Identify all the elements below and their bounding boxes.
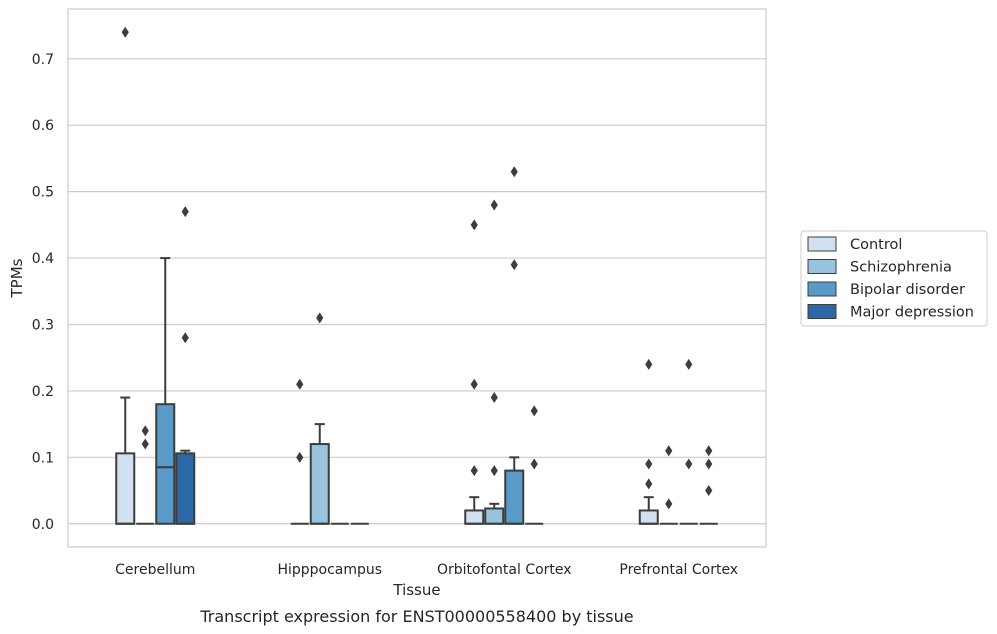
outlier-point [470,219,478,231]
outlier-point [181,206,189,218]
outlier-point [645,458,653,470]
y-tick-label: 0.3 [32,317,54,333]
y-tick-label: 0.7 [32,52,54,68]
x-tick-label: Orbitofontal Cortex [437,562,572,578]
box-body [115,452,136,525]
legend-label: Bipolar disorder [850,282,965,298]
legend-swatch [807,236,837,252]
outlier-point [141,425,149,437]
outlier-point [705,458,713,470]
y-axis-label: TPMs [8,258,26,298]
outlier-point [530,458,538,470]
outlier-point [685,358,693,370]
outlier-point [470,378,478,390]
y-tick-label: 0.2 [32,384,54,400]
box-1-1 [309,312,330,525]
box-0-0 [115,26,136,525]
box-2-3 [525,405,544,525]
outlier-point [490,392,498,404]
outlier-point [510,166,518,178]
box-0-1 [136,425,155,525]
box-body [484,507,505,525]
x-tick-label: Cerebellum [115,562,195,578]
outlier-point [665,445,673,457]
outlier-point [705,485,713,497]
legend: Control Schizophrenia Bipolar disorder Majo… [800,230,988,327]
outlier-point [490,199,498,211]
outlier-point [316,312,324,324]
box-body [175,452,196,525]
legend-label: Major depression [850,305,974,321]
box-body [504,469,525,525]
legend-swatch [807,259,837,274]
box-3-1 [659,445,678,525]
box-1-0 [290,378,309,525]
outlier-point [530,405,538,417]
box-3-3 [699,445,718,525]
outlier-point [510,259,518,271]
outlier-point [665,498,673,510]
box-body [155,403,176,525]
box-2-0 [464,219,485,525]
outlier-point [645,358,653,370]
legend-label: Control [850,237,902,253]
outlier-point [296,378,304,390]
outlier-point [181,332,189,344]
legend-label: Schizophrenia [850,260,952,276]
y-axis-ticks: 0.0 0.1 0.2 0.3 0.4 0.5 0.6 0.7 [32,52,54,533]
box-plots [115,26,718,525]
legend-swatch [807,304,837,319]
box-3-2 [679,358,698,525]
outlier-point [490,465,498,477]
plot-area-frame [67,8,767,548]
legend-swatch [807,281,837,297]
y-tick-label: 0.6 [32,118,54,134]
y-tick-label: 0.4 [32,251,54,267]
box-2-2 [504,166,525,525]
x-tick-label: Hipppocampus [277,562,382,578]
y-tick-label: 0.0 [32,517,54,533]
outlier-point [470,465,478,477]
legend-frame [800,230,988,327]
outlier-point [121,26,129,38]
x-axis-ticks: Cerebellum Hipppocampus Orbitofontal Corte… [115,562,738,578]
box-0-2 [155,257,176,525]
outlier-point [645,478,653,490]
box-3-0 [638,358,659,525]
outlier-point [685,458,693,470]
outlier-point [705,445,713,457]
x-tick-label: Prefrontal Cortex [619,562,738,578]
box-0-3 [175,206,196,525]
box-body [464,509,485,525]
outlier-point [141,438,149,450]
y-tick-label: 0.5 [32,185,54,201]
y-tick-label: 0.1 [32,450,54,466]
figure-caption: Transcript expression for ENST0000055840… [199,607,633,626]
box-body [309,443,330,525]
outlier-point [296,451,304,463]
box-body [638,509,659,525]
box-2-1 [484,199,505,525]
x-axis-label: Tissue [392,581,440,599]
